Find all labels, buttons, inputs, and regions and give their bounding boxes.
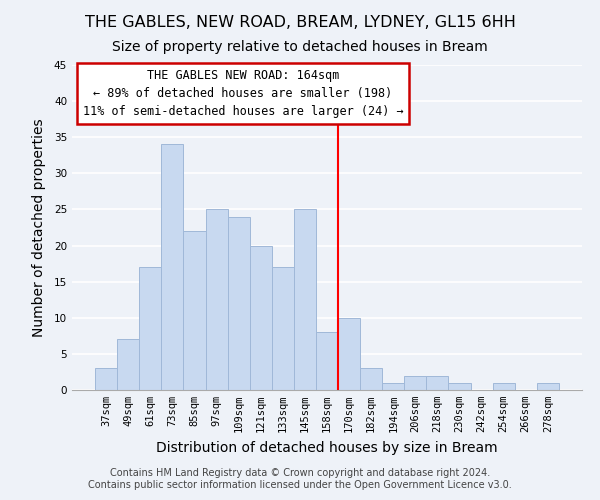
Text: Contains HM Land Registry data © Crown copyright and database right 2024.
Contai: Contains HM Land Registry data © Crown c…	[88, 468, 512, 490]
Bar	[272, 267, 294, 390]
Bar	[493, 383, 515, 390]
Bar	[161, 144, 184, 390]
Text: Size of property relative to detached houses in Bream: Size of property relative to detached ho…	[112, 40, 488, 54]
X-axis label: Distribution of detached houses by size in Bream: Distribution of detached houses by size …	[156, 440, 498, 454]
Bar	[382, 383, 404, 390]
Bar	[338, 318, 360, 390]
Bar	[537, 383, 559, 390]
Bar	[184, 231, 206, 390]
Bar	[360, 368, 382, 390]
Bar	[316, 332, 338, 390]
Bar	[294, 210, 316, 390]
Bar	[227, 216, 250, 390]
Bar	[250, 246, 272, 390]
Bar	[117, 340, 139, 390]
Bar	[427, 376, 448, 390]
Text: THE GABLES, NEW ROAD, BREAM, LYDNEY, GL15 6HH: THE GABLES, NEW ROAD, BREAM, LYDNEY, GL1…	[85, 15, 515, 30]
Bar	[139, 267, 161, 390]
Y-axis label: Number of detached properties: Number of detached properties	[32, 118, 46, 337]
Bar	[95, 368, 117, 390]
Bar	[404, 376, 427, 390]
Bar	[448, 383, 470, 390]
Text: THE GABLES NEW ROAD: 164sqm
← 89% of detached houses are smaller (198)
11% of se: THE GABLES NEW ROAD: 164sqm ← 89% of det…	[83, 68, 403, 117]
Bar	[206, 210, 227, 390]
